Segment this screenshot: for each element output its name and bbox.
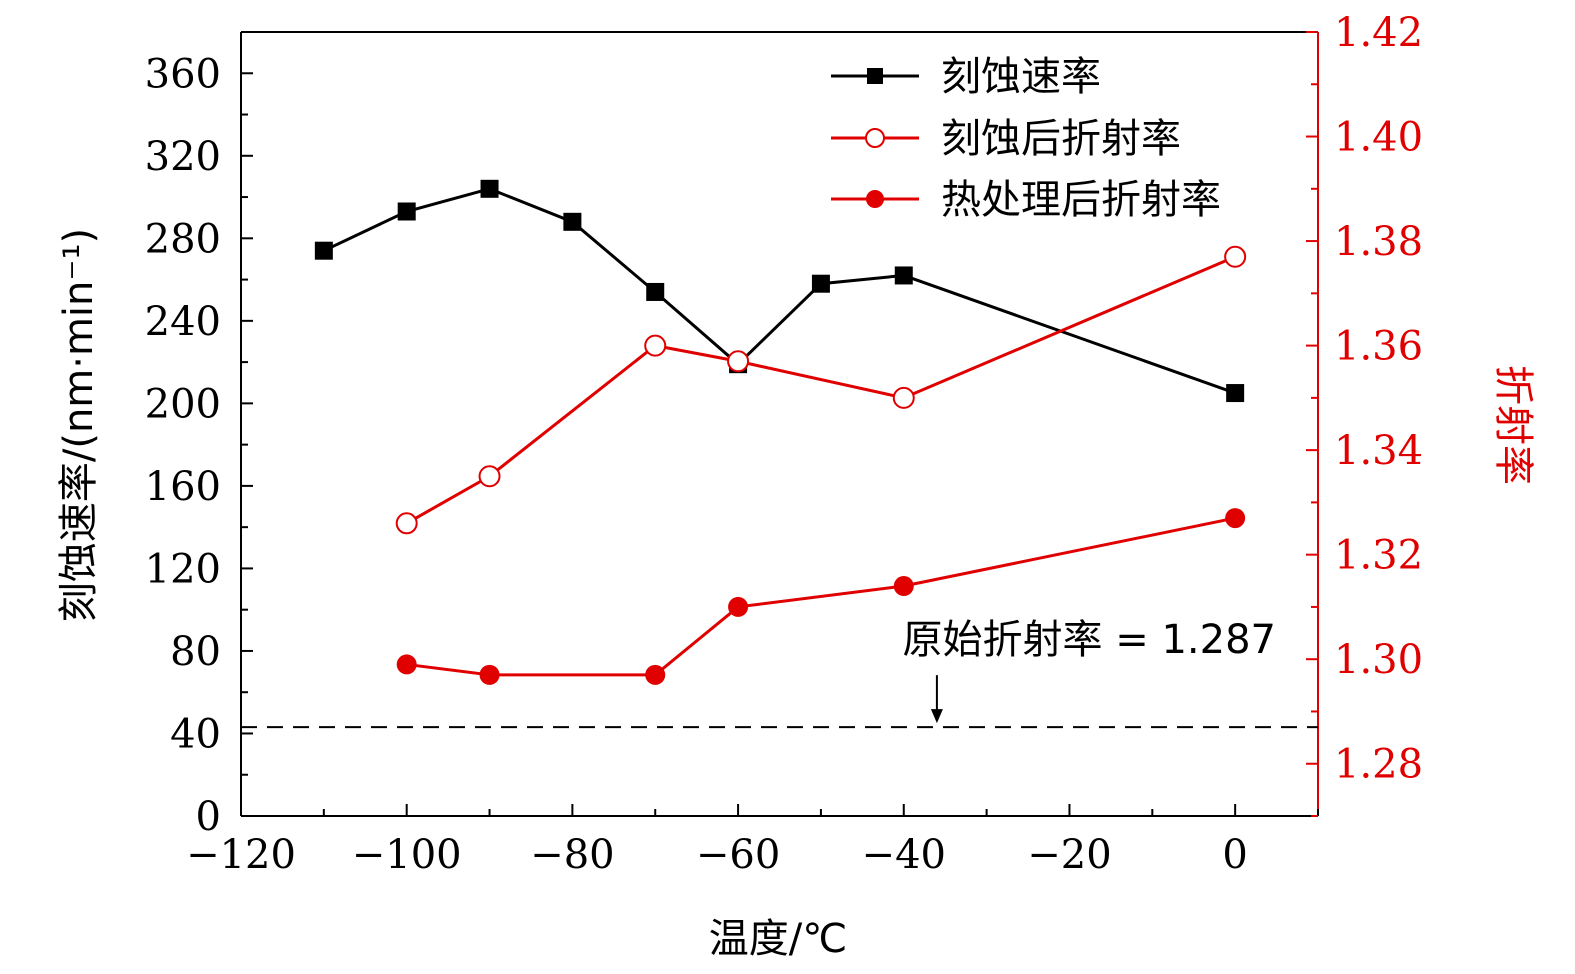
data-point [1225,508,1246,529]
data-point [894,266,913,285]
y-left-tick-label: 200 [145,381,221,427]
y-right-tick-label: 1.32 [1334,533,1423,579]
x-tick-label: −20 [1027,832,1111,878]
x-tick-label: −60 [696,832,780,878]
data-point [1224,245,1247,268]
y-left-tick-label: 280 [145,216,221,262]
data-point [1226,384,1245,403]
data-point [727,350,750,373]
data-point [479,664,500,685]
data-point [478,465,501,488]
y-left-tick-label: 0 [196,794,221,840]
y-right-tick-label: 1.42 [1334,10,1423,56]
data-point [314,241,333,260]
y-left-tick-label: 360 [145,51,221,97]
data-point [892,386,915,409]
y-left-tick-label: 160 [145,464,221,510]
y-right-tick-label: 1.38 [1334,219,1423,265]
data-point [645,664,666,685]
data-point [646,282,665,301]
data-point [866,190,884,208]
reference-arrow-head [930,709,943,724]
y-right-tick-label: 1.40 [1334,115,1423,161]
series-line [405,255,1236,525]
data-point [396,654,417,675]
y-left-tick-label: 40 [170,711,221,757]
data-point [563,212,582,231]
data-point [893,576,914,597]
data-point [867,68,883,84]
y-left-tick-label: 240 [145,299,221,345]
y-axis-right-title: 折射率 [1490,365,1536,485]
y-right-tick-label: 1.28 [1334,742,1423,788]
data-point [728,596,749,617]
series-3 [396,508,1246,685]
x-axis: −120 −100 −80 −60 −40 −20 0 [186,804,1319,878]
x-tick-label: −100 [352,832,462,878]
y-right-tick-label: 1.34 [1334,428,1423,474]
y-left-tick-label: 120 [145,546,221,592]
y-left-tick-label: 80 [170,629,221,675]
x-tick-label: −120 [186,832,296,878]
data-point [397,202,416,221]
y-right-tick-label: 1.30 [1334,637,1423,683]
legend-label: 刻蚀速率 [941,54,1101,100]
legend-label: 热处理后折射率 [941,177,1221,223]
series-2 [395,245,1247,535]
data-point [811,274,830,293]
reference-line-group: 原始折射率 = 1.287 [241,617,1318,729]
y-axis-right: 1.28 1.30 1.32 1.34 1.36 1.38 1.40 1.42 [1306,10,1423,817]
series-1 [314,179,1245,403]
y-axis-left: 0 40 80 120 160 200 240 280 320 360 [145,51,253,840]
data-point [644,334,667,357]
x-axis-title: 温度/℃ [709,916,847,962]
reference-label: 原始折射率 = 1.287 [903,617,1276,663]
data-point [865,128,885,148]
data-point [480,179,499,198]
x-tick-label: 0 [1222,832,1247,878]
y-left-tick-label: 320 [145,134,221,180]
y-right-tick-label: 1.36 [1334,324,1423,370]
series-line [406,516,1236,677]
plot-frame [240,31,1319,817]
y-axis-left-title: 刻蚀速率/(nm·min⁻¹) [56,228,102,622]
x-tick-label: −40 [862,832,946,878]
series-layer [314,179,1247,685]
legend-label: 刻蚀后折射率 [941,116,1181,162]
x-tick-label: −80 [530,832,614,878]
data-point [395,512,418,535]
